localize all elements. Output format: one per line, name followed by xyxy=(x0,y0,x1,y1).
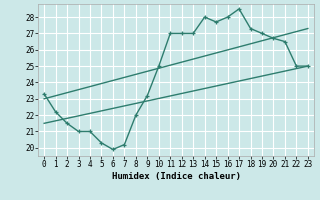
X-axis label: Humidex (Indice chaleur): Humidex (Indice chaleur) xyxy=(111,172,241,181)
